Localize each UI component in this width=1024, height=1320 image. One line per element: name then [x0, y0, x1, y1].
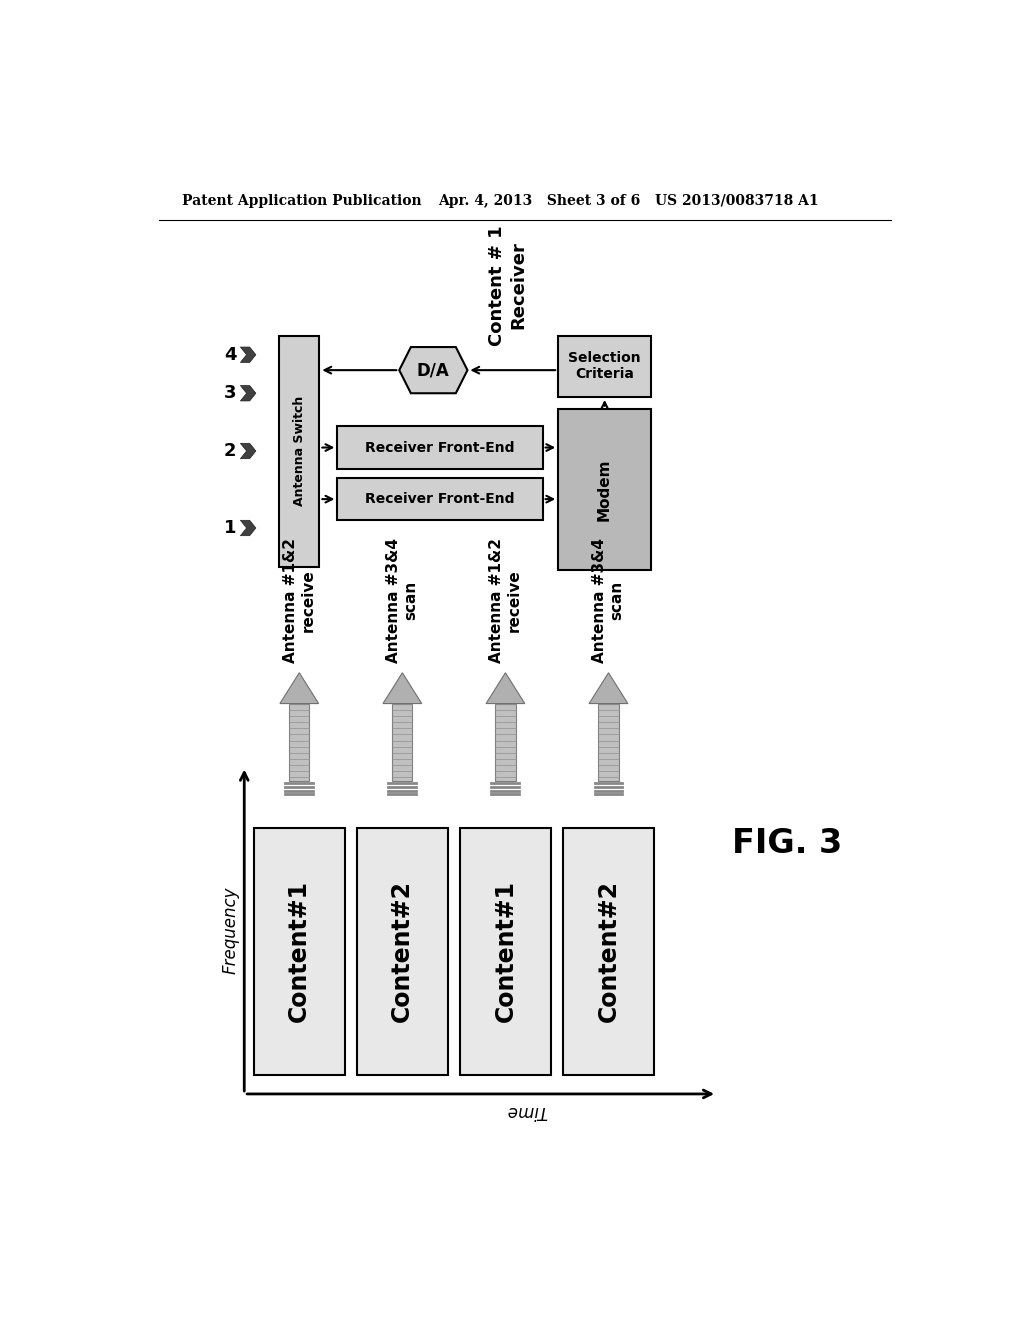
Text: 2: 2	[224, 442, 237, 459]
Polygon shape	[280, 673, 318, 704]
Bar	[337, 426, 543, 469]
Text: Antenna #1&2
receive: Antenna #1&2 receive	[283, 537, 315, 663]
Text: Receiver Front-End: Receiver Front-End	[366, 492, 515, 506]
Text: Antenna #3&4
scan: Antenna #3&4 scan	[386, 537, 419, 663]
Bar	[392, 704, 413, 780]
Text: Content#1: Content#1	[288, 880, 311, 1023]
Polygon shape	[589, 673, 628, 704]
Polygon shape	[486, 673, 524, 704]
Text: Content # 1
Receiver: Content # 1 Receiver	[488, 226, 527, 346]
Text: D/A: D/A	[417, 362, 450, 379]
Text: Antenna Switch: Antenna Switch	[293, 396, 306, 506]
Text: Content#1: Content#1	[494, 880, 517, 1023]
Text: Time: Time	[507, 1102, 548, 1119]
Text: Antenna #1&2
receive: Antenna #1&2 receive	[489, 537, 521, 663]
Text: Receiver Front-End: Receiver Front-End	[366, 441, 515, 454]
Bar	[289, 704, 309, 780]
Text: Content#2: Content#2	[390, 880, 415, 1023]
Text: Selection
Criteria: Selection Criteria	[568, 351, 641, 381]
Text: Antenna #3&4
scan: Antenna #3&4 scan	[592, 537, 625, 663]
Polygon shape	[241, 444, 256, 459]
Text: FIG. 3: FIG. 3	[731, 828, 842, 861]
Text: Modem: Modem	[597, 458, 612, 521]
Text: 4: 4	[224, 346, 237, 364]
Bar	[280, 335, 319, 566]
Text: US 2013/0083718 A1: US 2013/0083718 A1	[655, 194, 818, 207]
Bar	[356, 829, 449, 1074]
Text: Frequency: Frequency	[221, 887, 240, 974]
Polygon shape	[399, 347, 467, 393]
Text: 1: 1	[224, 519, 237, 537]
Text: Content#2: Content#2	[597, 880, 621, 1023]
Bar	[558, 335, 651, 397]
Bar	[563, 829, 654, 1074]
Polygon shape	[383, 673, 422, 704]
Bar	[254, 829, 345, 1074]
Polygon shape	[241, 385, 256, 401]
Bar	[598, 704, 618, 780]
Bar	[496, 704, 515, 780]
Text: Patent Application Publication: Patent Application Publication	[182, 194, 422, 207]
Bar	[337, 478, 543, 520]
Text: 3: 3	[224, 384, 237, 403]
Text: Apr. 4, 2013   Sheet 3 of 6: Apr. 4, 2013 Sheet 3 of 6	[438, 194, 640, 207]
Polygon shape	[241, 347, 256, 363]
Bar	[558, 409, 651, 570]
Polygon shape	[241, 520, 256, 536]
Bar	[460, 829, 551, 1074]
